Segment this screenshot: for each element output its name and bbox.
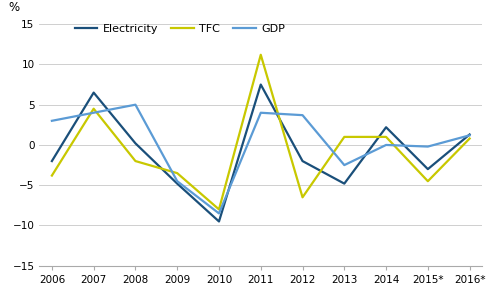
Electricity <box>132 142 138 145</box>
GDP <box>132 103 138 107</box>
TFC <box>300 195 306 199</box>
Electricity <box>383 125 389 129</box>
GDP <box>341 163 347 167</box>
GDP <box>383 143 389 147</box>
TFC <box>383 135 389 139</box>
TFC <box>258 53 264 56</box>
Line: GDP: GDP <box>52 105 470 214</box>
Electricity <box>49 159 55 163</box>
Line: TFC: TFC <box>52 55 470 209</box>
GDP <box>425 145 431 148</box>
TFC <box>132 159 138 163</box>
Line: Electricity: Electricity <box>52 85 470 221</box>
GDP <box>216 212 222 215</box>
GDP <box>49 119 55 123</box>
Electricity <box>174 182 180 185</box>
GDP <box>174 179 180 183</box>
Electricity <box>467 133 473 136</box>
TFC <box>341 135 347 139</box>
Electricity <box>300 159 306 163</box>
Electricity <box>258 83 264 86</box>
Legend: Electricity, TFC, GDP: Electricity, TFC, GDP <box>75 24 285 34</box>
TFC <box>91 107 96 111</box>
Text: %: % <box>8 2 20 14</box>
TFC <box>49 174 55 177</box>
TFC <box>216 207 222 211</box>
Electricity <box>216 220 222 223</box>
TFC <box>425 179 431 183</box>
GDP <box>300 113 306 117</box>
Electricity <box>341 182 347 185</box>
Electricity <box>425 167 431 171</box>
GDP <box>258 111 264 114</box>
TFC <box>467 137 473 140</box>
TFC <box>174 171 180 175</box>
GDP <box>467 133 473 137</box>
GDP <box>91 111 96 114</box>
Electricity <box>91 91 96 95</box>
